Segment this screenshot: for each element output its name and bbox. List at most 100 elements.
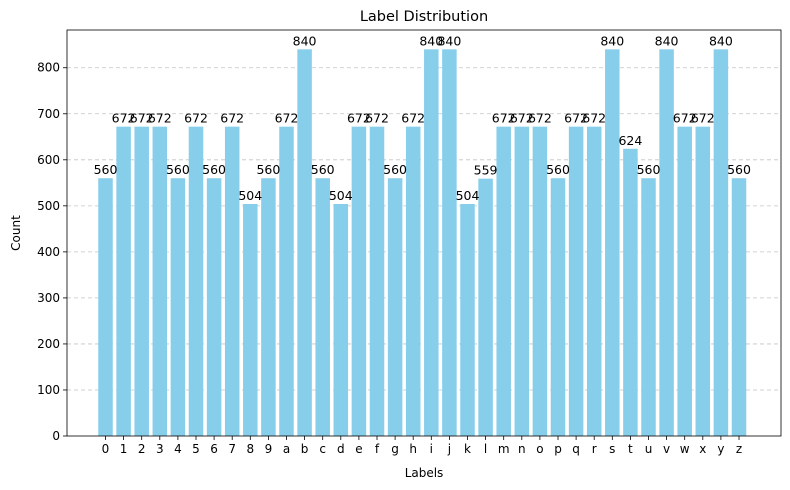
bar-6 [206, 178, 222, 436]
x-tick-label-a: a [283, 442, 290, 456]
bar-w [677, 126, 692, 437]
bar-1 [116, 126, 131, 437]
bar-v [659, 49, 674, 436]
bar-p [550, 178, 566, 436]
data-label-j: 840 [437, 33, 461, 48]
bar-q [568, 126, 584, 437]
bar-u [641, 178, 656, 436]
data-labels: 5606726726725606725606725045606728405605… [94, 33, 751, 203]
data-label-2: 672 [130, 111, 154, 126]
data-label-8: 504 [238, 188, 262, 203]
data-label-e: 672 [347, 111, 371, 126]
data-label-r: 672 [582, 111, 606, 126]
bar-7 [224, 126, 240, 437]
y-tick-label-700: 700 [37, 107, 60, 121]
x-tick-label-c: c [319, 442, 326, 456]
y-axis-title: Count [9, 215, 23, 251]
data-label-0: 560 [94, 162, 118, 177]
y-tick-label-0: 0 [52, 429, 60, 443]
bar-0 [98, 178, 113, 436]
x-tick-label-i: i [430, 442, 433, 456]
y-tick-label-400: 400 [37, 245, 60, 259]
x-tick-label-y: y [717, 442, 724, 456]
x-tick-label-9: 9 [265, 442, 273, 456]
data-label-u: 560 [637, 162, 661, 177]
data-label-l: 559 [474, 163, 498, 178]
y-tick-label-500: 500 [37, 199, 60, 213]
bar-z [731, 178, 747, 436]
x-tick-label-g: g [391, 442, 399, 456]
x-tick-label-b: b [301, 442, 309, 456]
bar-f [369, 126, 385, 437]
x-tick-label-p: p [554, 442, 562, 456]
x-tick-label-h: h [409, 442, 417, 456]
x-tick-label-e: e [355, 442, 362, 456]
bar-j [442, 49, 457, 436]
x-tick-label-v: v [663, 442, 670, 456]
data-label-3: 672 [148, 111, 172, 126]
data-label-1: 672 [112, 111, 136, 126]
data-label-x: 672 [691, 111, 715, 126]
data-label-m: 672 [492, 111, 516, 126]
bar-s [605, 49, 620, 436]
bar-c [315, 178, 330, 436]
bar-5 [188, 126, 204, 437]
x-tick-label-r: r [592, 442, 597, 456]
y-tick-label-800: 800 [37, 61, 60, 75]
bar-a [279, 126, 294, 437]
data-label-g: 560 [383, 162, 407, 177]
axes: 0 1 2 3 4 5 6 7 8 9 a b c d e f g h i j k l m n o p q r s t u v w x y z0100… [37, 29, 782, 456]
bar-t [623, 148, 638, 436]
x-tick-label-2: 2 [138, 442, 146, 456]
x-tick-label-5: 5 [192, 442, 200, 456]
x-tick-label-u: u [645, 442, 653, 456]
x-tick-label-7: 7 [228, 442, 236, 456]
x-tick-label-1: 1 [120, 442, 128, 456]
bar-8 [243, 204, 258, 436]
data-label-f: 672 [365, 111, 389, 126]
y-tick-label-100: 100 [37, 383, 60, 397]
bar-l [478, 178, 493, 436]
data-label-c: 560 [311, 162, 335, 177]
y-tick-label-600: 600 [37, 153, 60, 167]
bar-3 [152, 126, 168, 437]
data-label-d: 504 [329, 188, 353, 203]
x-tick-label-m: m [498, 442, 510, 456]
bar-n [514, 126, 530, 437]
x-tick-label-n: n [518, 442, 526, 456]
data-label-y: 840 [709, 33, 733, 48]
plot-frame [66, 29, 782, 437]
data-label-p: 560 [546, 162, 570, 177]
data-label-b: 840 [293, 33, 317, 48]
data-label-9: 560 [256, 162, 280, 177]
data-label-i: 840 [419, 33, 443, 48]
grid-lines [67, 67, 781, 391]
data-label-o: 672 [528, 111, 552, 126]
bar-d [333, 204, 349, 436]
data-label-n: 672 [510, 111, 534, 126]
data-label-h: 672 [401, 111, 425, 126]
bar-e [351, 126, 367, 437]
bar-y [713, 49, 729, 436]
x-tick-label-l: l [484, 442, 487, 456]
data-label-t: 624 [618, 133, 642, 148]
x-tick-label-3: 3 [156, 442, 164, 456]
x-tick-label-w: w [680, 442, 690, 456]
x-tick-label-z: z [736, 442, 742, 456]
data-label-7: 672 [220, 111, 244, 126]
bar-m [496, 126, 511, 437]
x-tick-label-s: s [609, 442, 615, 456]
x-tick-label-d: d [337, 442, 345, 456]
bar-i [424, 49, 439, 436]
bar-g [387, 178, 403, 436]
data-label-z: 560 [727, 162, 751, 177]
bar-r [586, 126, 602, 437]
data-label-v: 840 [655, 33, 679, 48]
x-axis-title: Labels [405, 466, 444, 480]
data-label-w: 672 [673, 111, 697, 126]
bar-h [405, 126, 421, 437]
x-tick-label-f: f [375, 442, 380, 456]
x-tick-label-o: o [536, 442, 543, 456]
x-tick-label-8: 8 [246, 442, 254, 456]
